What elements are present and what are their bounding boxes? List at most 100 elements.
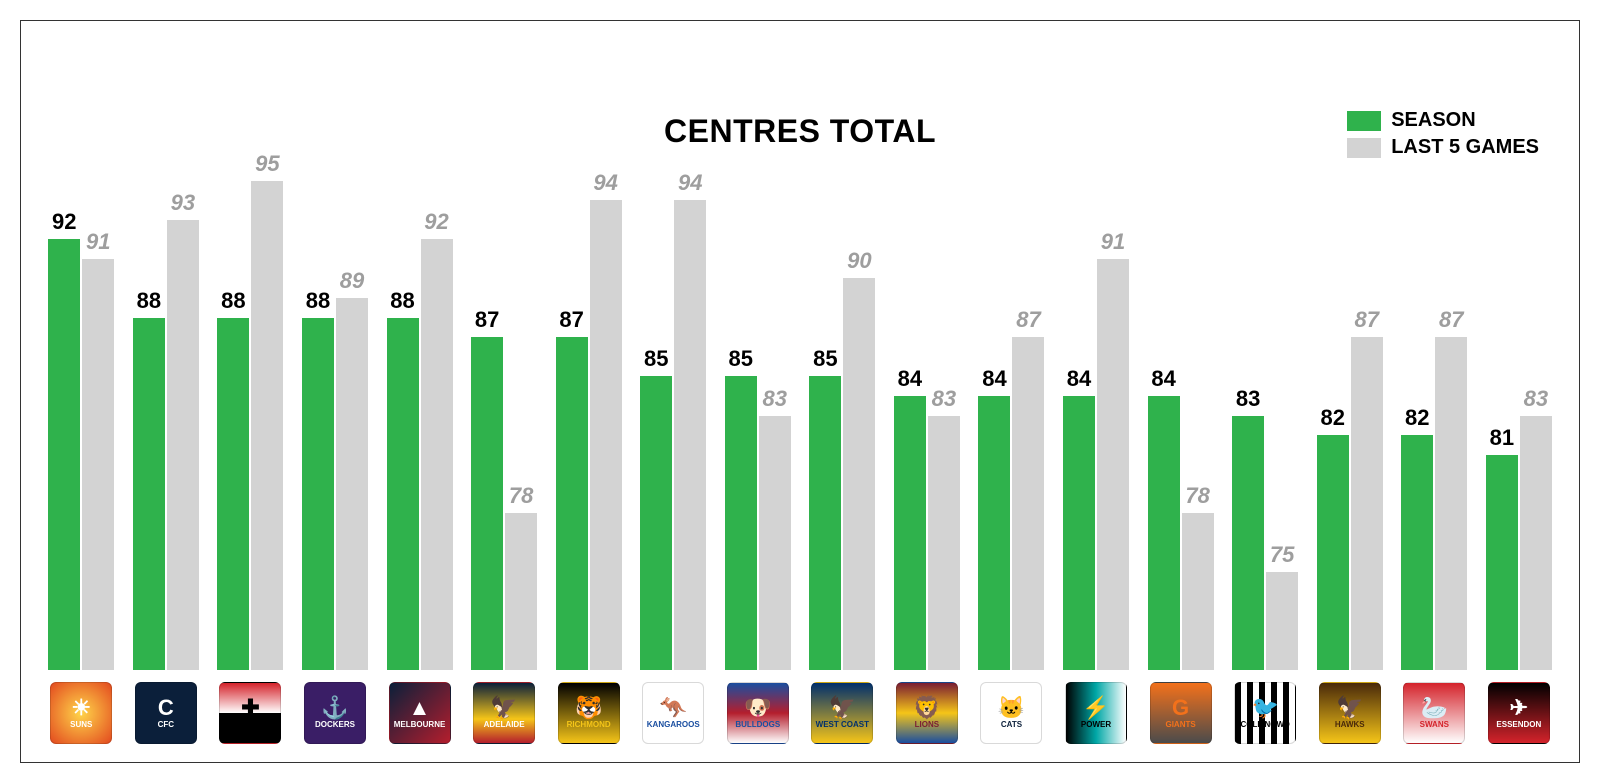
bar-group: 88 93 <box>124 161 209 670</box>
bar-label-season: 88 <box>306 288 330 314</box>
bar-label-season: 85 <box>813 346 837 372</box>
bar-season: 81 <box>1486 455 1518 670</box>
bar-label-last5: 78 <box>1185 483 1209 509</box>
team-logo-icon: 🦅ADELAIDE <box>473 682 535 744</box>
bar-label-season: 88 <box>390 288 414 314</box>
bar-season: 85 <box>725 376 757 670</box>
bar-label-last5: 87 <box>1439 307 1463 333</box>
team-logo-icon: ⚓DOCKERS <box>304 682 366 744</box>
bar-label-season: 84 <box>898 366 922 392</box>
bar-last5: 90 <box>843 278 875 670</box>
team-logo-icon: 🦘KANGAROOS <box>642 682 704 744</box>
x-tick: ☀SUNS <box>39 678 124 748</box>
bar-label-season: 82 <box>1405 405 1429 431</box>
x-tick: 🦅WEST COAST <box>800 678 885 748</box>
bar-label-last5: 78 <box>509 483 533 509</box>
bar-label-last5: 91 <box>86 229 110 255</box>
x-tick: 🦁LIONS <box>885 678 970 748</box>
bar-last5: 89 <box>336 298 368 670</box>
bar-group: 8483 <box>885 161 970 670</box>
bar-season: 87 <box>556 337 588 670</box>
bar-last5: 92 <box>421 239 453 670</box>
bar-last5: 91 <box>1097 259 1129 670</box>
bar-season: 83 <box>1232 416 1264 671</box>
bar-season: 84 <box>1063 396 1095 670</box>
bar-label-season: 88 <box>221 288 245 314</box>
x-tick: CCFC <box>124 678 209 748</box>
bar-last5: 83 <box>928 416 960 671</box>
bar-label-last5: 94 <box>678 170 702 196</box>
bar-season: 84 <box>1148 396 1180 670</box>
bar-season: 88 <box>387 318 419 670</box>
team-logo-icon: 🐯RICHMOND <box>558 682 620 744</box>
legend-item-last5: LAST 5 GAMES <box>1347 136 1539 159</box>
bar-group: 8794 <box>546 161 631 670</box>
bar-group: 8375 <box>1223 161 1308 670</box>
bar-last5: 95 <box>251 181 283 670</box>
team-logo-icon: 🦅WEST COAST <box>811 682 873 744</box>
bar-label-last5: 93 <box>171 190 195 216</box>
bar-group: 8778 <box>462 161 547 670</box>
bar-label-last5: 90 <box>847 248 871 274</box>
bar-group: 8892 <box>377 161 462 670</box>
bar-label-season: 85 <box>644 346 668 372</box>
x-tick: ✚St K.F.C. <box>208 678 293 748</box>
x-tick: 🦅ADELAIDE <box>462 678 547 748</box>
bar-label-season: 84 <box>1067 366 1091 392</box>
legend: SEASON LAST 5 GAMES <box>1347 109 1539 159</box>
bar-last5: 78 <box>1182 513 1214 670</box>
team-logo-icon: 🐦COLLINGWD <box>1234 682 1296 744</box>
bar-last5: 75 <box>1266 572 1298 670</box>
bar-group: 8590 <box>800 161 885 670</box>
team-logo-icon: 🐱CATS <box>980 682 1042 744</box>
team-logo-icon: 🦁LIONS <box>896 682 958 744</box>
team-logo-icon: ✚St K.F.C. <box>219 682 281 744</box>
legend-label-last5: LAST 5 GAMES <box>1391 136 1539 159</box>
bar-label-season: 92 <box>52 209 76 235</box>
x-tick: 🦢SWANS <box>1392 678 1477 748</box>
x-tick: 🐶BULLDOGS <box>716 678 801 748</box>
bar-label-last5: 83 <box>1524 386 1548 412</box>
bar-group: 9291 <box>39 161 124 670</box>
bar-season: 88 <box>302 318 334 670</box>
bar-label-last5: 83 <box>932 386 956 412</box>
bar-label-season: 84 <box>982 366 1006 392</box>
bar-season: 84 <box>978 396 1010 670</box>
x-tick: 🐦COLLINGWD <box>1223 678 1308 748</box>
bar-label-last5: 75 <box>1270 542 1294 568</box>
bar-season: 85 <box>640 376 672 670</box>
bar-last5: 78 <box>505 513 537 670</box>
bar-season: 82 <box>1317 435 1349 670</box>
bar-group: 8287 <box>1307 161 1392 670</box>
bar-group: 8889 <box>293 161 378 670</box>
legend-item-season: SEASON <box>1347 109 1539 132</box>
team-logo-icon: ✈ESSENDON <box>1488 682 1550 744</box>
team-logo-icon: ▲MELBOURNE <box>389 682 451 744</box>
bar-season: 87 <box>471 337 503 670</box>
bar-last5: 91 <box>82 259 114 670</box>
bar-season: 82 <box>1401 435 1433 670</box>
team-logo-icon: GGIANTS <box>1150 682 1212 744</box>
bar-label-last5: 87 <box>1016 307 1040 333</box>
bar-label-season: 82 <box>1320 405 1344 431</box>
bar-label-last5: 91 <box>1101 229 1125 255</box>
bar-label-last5: 95 <box>255 151 279 177</box>
bar-last5: 87 <box>1012 337 1044 670</box>
bar-label-season: 88 <box>137 288 161 314</box>
bar-label-season: 87 <box>475 307 499 333</box>
bar-season: 88 <box>133 318 165 670</box>
bar-group: 8491 <box>1054 161 1139 670</box>
bar-last5: 87 <box>1435 337 1467 670</box>
x-tick: 🐯RICHMOND <box>546 678 631 748</box>
bar-last5: 94 <box>590 200 622 670</box>
bar-label-last5: 94 <box>593 170 617 196</box>
team-logo-icon: ⚡POWER <box>1065 682 1127 744</box>
team-logo-icon: 🦢SWANS <box>1403 682 1465 744</box>
bar-season: 92 <box>48 239 80 670</box>
bar-label-last5: 89 <box>340 268 364 294</box>
bar-group: 8478 <box>1138 161 1223 670</box>
x-tick: 🦅HAWKS <box>1307 678 1392 748</box>
bar-label-season: 84 <box>1151 366 1175 392</box>
bar-last5: 83 <box>1520 416 1552 671</box>
team-logo-icon: ☀SUNS <box>50 682 112 744</box>
